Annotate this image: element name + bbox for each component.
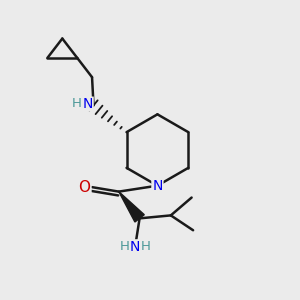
- Text: H: H: [120, 240, 130, 253]
- Text: N: N: [83, 97, 93, 111]
- Text: O: O: [79, 180, 91, 195]
- Text: N: N: [152, 179, 163, 193]
- Polygon shape: [119, 192, 144, 222]
- Text: H: H: [72, 98, 82, 110]
- Text: N: N: [130, 240, 140, 254]
- Text: H: H: [141, 240, 151, 253]
